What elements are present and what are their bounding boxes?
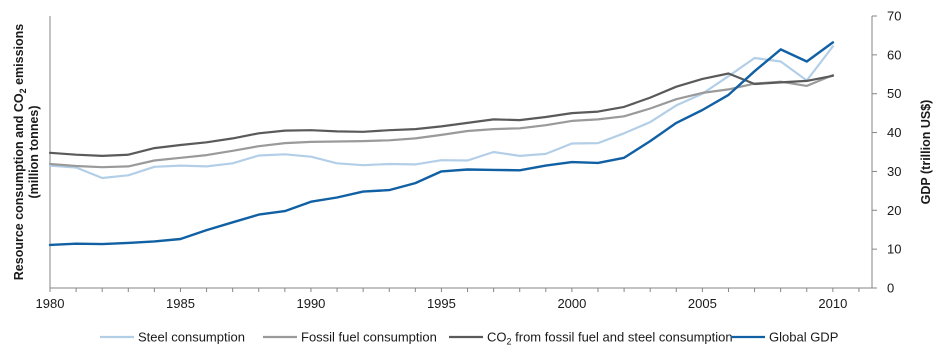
legend-label: CO2 from fossil fuel and steel consumpti… (487, 330, 733, 347)
series-line-3 (48, 72, 835, 157)
x-tick-label: 2010 (818, 296, 847, 311)
y-right-tick-label: 10 (887, 242, 901, 257)
x-tick-label: 2005 (688, 296, 717, 311)
legend-label: Global GDP (769, 330, 838, 345)
y-left-axis-title-line2: (million tonnes) (27, 105, 41, 198)
legend-label: Steel consumption (138, 330, 245, 345)
y-right-tick-label: 30 (887, 164, 901, 179)
y-right-tick-label: 40 (887, 125, 901, 140)
x-tick-label: 1980 (36, 296, 65, 311)
x-tick-label: 2000 (557, 296, 586, 311)
series-line-4 (48, 41, 835, 247)
y-right-tick-label: 20 (887, 203, 901, 218)
x-tick-label: 1990 (296, 296, 325, 311)
y-right-tick-label: 60 (887, 47, 901, 62)
y-right-tick-label: 50 (887, 86, 901, 101)
y-right-tick-label: 70 (887, 9, 901, 24)
y-right-axis-title: GDP (trillion US$) (919, 100, 933, 205)
y-right-tick-label: 0 (887, 281, 894, 296)
x-tick-label: 1985 (166, 296, 195, 311)
y-left-axis-title: Resource consumption and CO2 emissions (12, 24, 28, 281)
series-line-2 (48, 73, 835, 169)
x-tick-label: 1995 (427, 296, 456, 311)
legend-label: Fossil fuel consumption (301, 330, 437, 345)
